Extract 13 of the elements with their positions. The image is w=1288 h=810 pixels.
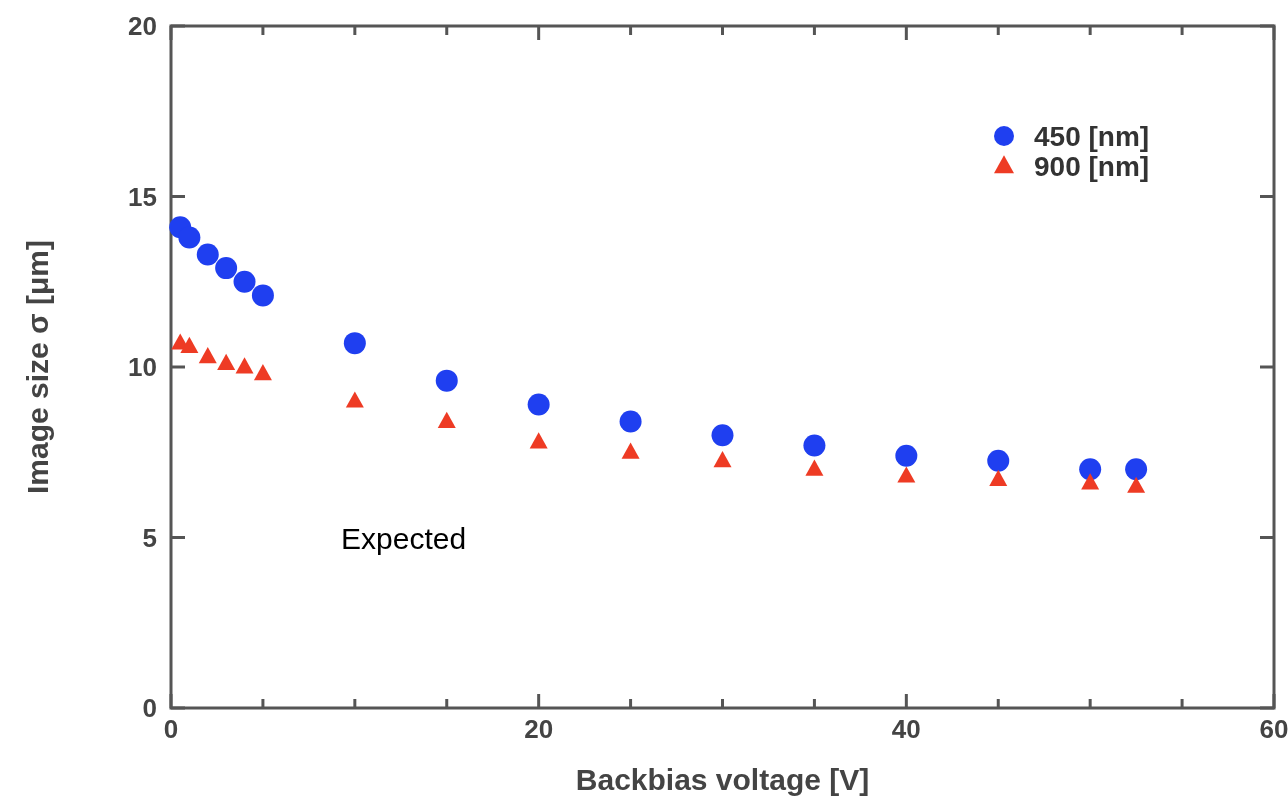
legend-label: 450 [nm] <box>1034 120 1150 152</box>
x-tick-label: 20 <box>524 714 554 744</box>
x-axis-title: Backbias voltage [V] <box>575 763 870 796</box>
y-tick-label: 20 <box>128 11 157 42</box>
y-axis-title: Image size σ [μm] <box>21 240 54 494</box>
x-tick-label: 0 <box>163 714 179 744</box>
y-tick-label: 10 <box>128 352 157 383</box>
x-tick-label: 40 <box>891 714 921 744</box>
annotation: Expected <box>341 521 467 555</box>
y-tick-label: 5 <box>142 522 157 553</box>
y-tick-label: 0 <box>142 693 157 724</box>
x-tick-label: 60 <box>1259 714 1288 744</box>
y-tick-label: 15 <box>128 181 157 212</box>
